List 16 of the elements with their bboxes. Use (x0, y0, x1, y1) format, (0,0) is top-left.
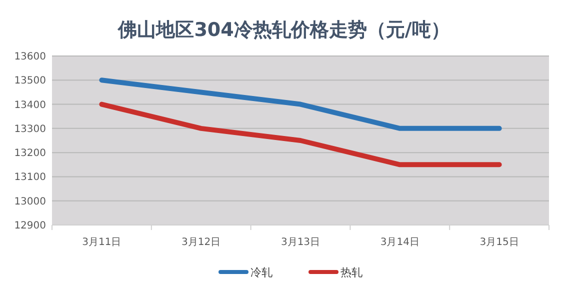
x-tick-label: 3月13日 (280, 237, 320, 248)
y-tick-label: 13200 (14, 148, 46, 160)
x-tick-label: 3月15日 (480, 237, 519, 248)
y-tick-label: 13300 (14, 124, 46, 135)
legend-label: 冷轧 (250, 266, 272, 279)
x-tick-label: 3月11日 (82, 237, 122, 248)
x-tick-label: 3月12日 (182, 237, 221, 248)
legend-label: 热轧 (340, 266, 362, 279)
y-tick-label: 13100 (14, 172, 46, 184)
x-tick-label: 3月14日 (380, 237, 420, 248)
y-tick-label: 13500 (14, 76, 46, 87)
y-tick-label: 13000 (14, 196, 46, 208)
chart-title: 佛山地区304冷热轧价格走势（元/吨） (117, 19, 450, 41)
y-tick-label: 13600 (14, 52, 46, 62)
y-tick-label: 12900 (14, 220, 46, 232)
y-tick-label: 13400 (14, 100, 46, 111)
